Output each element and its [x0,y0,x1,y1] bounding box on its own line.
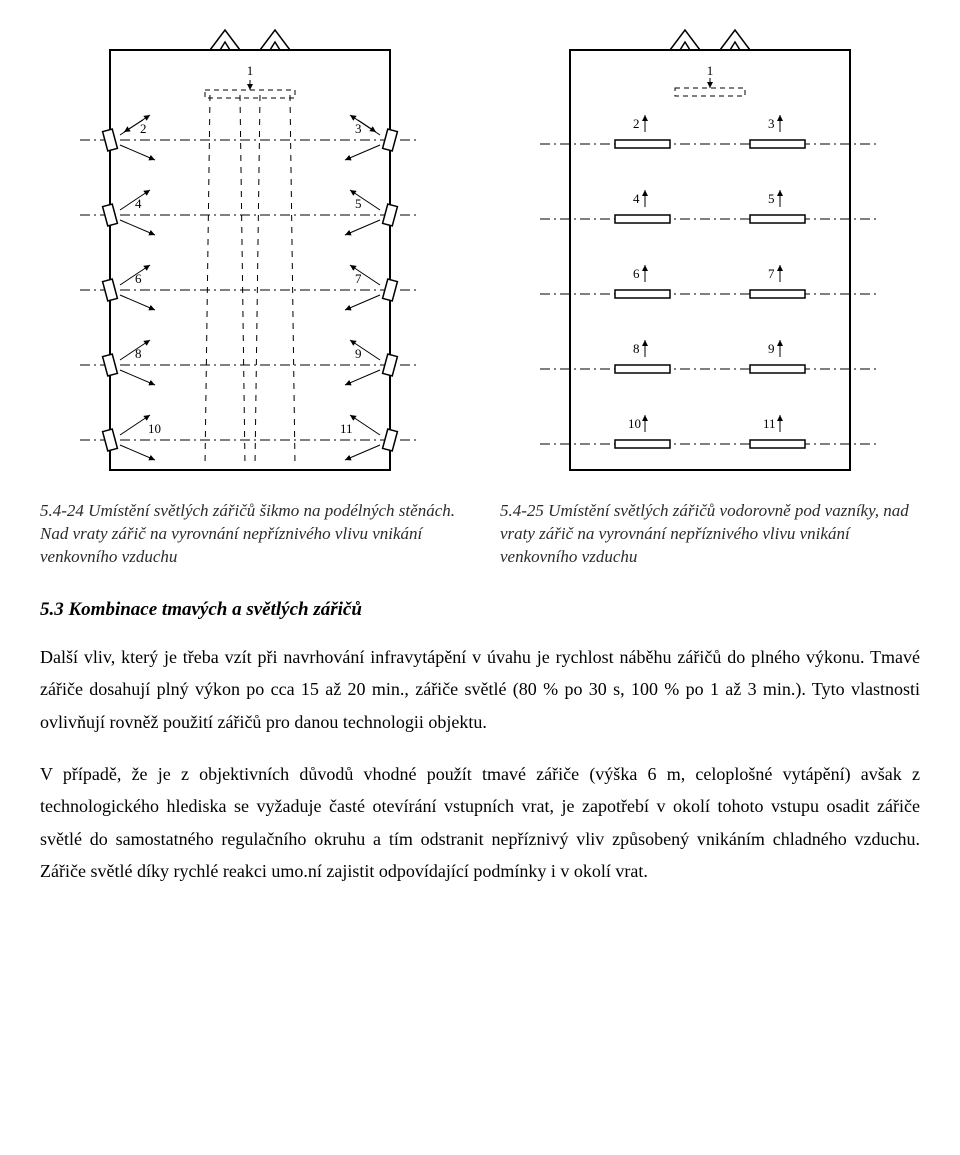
svg-text:9: 9 [355,346,362,361]
svg-text:5: 5 [768,191,775,206]
captions-row: 5.4-24 Umístění světlých zářičů šikmo na… [40,500,920,569]
svg-text:11: 11 [340,421,353,436]
svg-text:2: 2 [140,121,147,136]
svg-text:3: 3 [768,116,775,131]
figure-right: 1 2 3 4 5 [500,20,920,490]
svg-text:1: 1 [247,63,254,78]
paragraph-1: Další vliv, který je třeba vzít při navr… [40,641,920,738]
caption-right: 5.4-25 Umístění světlých zářičů vodorovn… [500,500,920,569]
svg-text:3: 3 [355,121,362,136]
svg-text:9: 9 [768,341,775,356]
figure-right-svg: 1 2 3 4 5 [510,20,910,490]
svg-text:7: 7 [768,266,775,281]
figure-left-svg: 1 2 3 [50,20,450,490]
svg-text:5: 5 [355,196,362,211]
svg-text:11: 11 [763,416,776,431]
svg-text:4: 4 [135,196,142,211]
svg-text:7: 7 [355,271,362,286]
svg-text:6: 6 [633,266,640,281]
figure-left: 1 2 3 [40,20,460,490]
caption-left: 5.4-24 Umístění světlých zářičů šikmo na… [40,500,460,569]
svg-text:2: 2 [633,116,640,131]
svg-text:6: 6 [135,271,142,286]
svg-text:1: 1 [707,63,714,78]
paragraph-2: V případě, že je z objektivních důvodů v… [40,758,920,888]
svg-text:10: 10 [148,421,161,436]
svg-text:10: 10 [628,416,641,431]
svg-text:8: 8 [135,346,142,361]
svg-text:4: 4 [633,191,640,206]
figures-row: 1 2 3 [40,20,920,490]
svg-text:8: 8 [633,341,640,356]
section-heading: 5.3 Kombinace tmavých a světlých zářičů [40,599,920,621]
